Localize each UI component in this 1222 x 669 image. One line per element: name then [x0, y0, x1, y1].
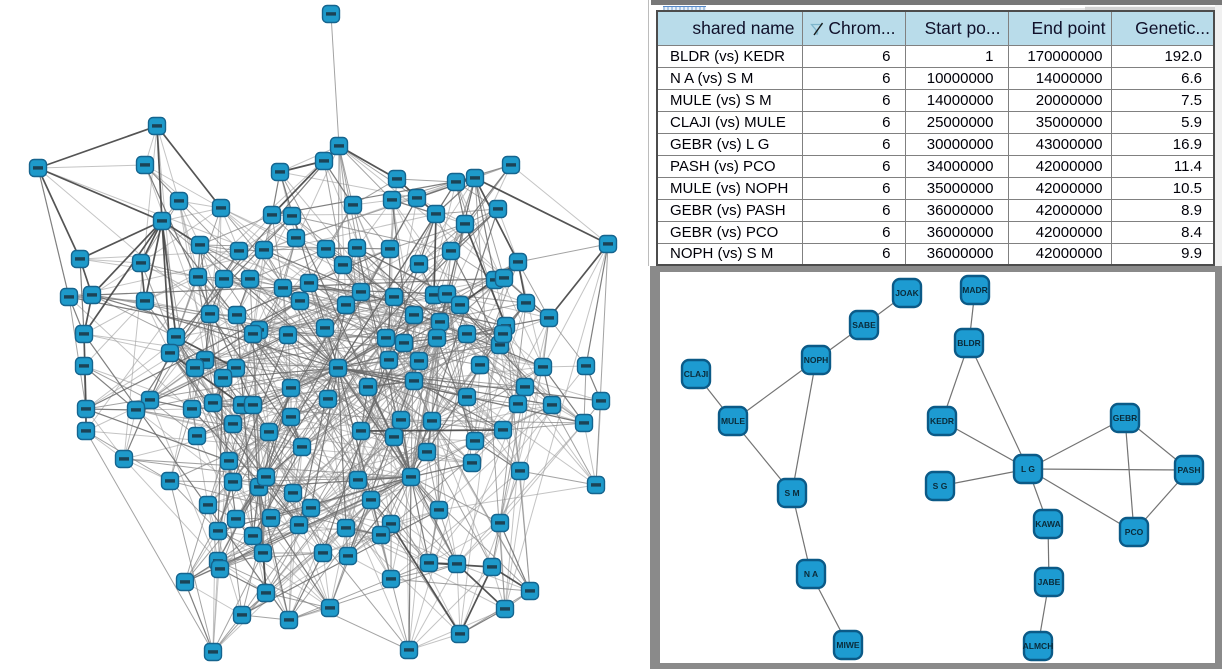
- svg-text:KEDR: KEDR: [930, 416, 954, 426]
- svg-text:S G: S G: [933, 481, 948, 491]
- svg-text:JOAK: JOAK: [895, 288, 919, 298]
- svg-text:BLDR: BLDR: [957, 338, 981, 348]
- svg-text:N A: N A: [804, 569, 818, 579]
- svg-text:JABE: JABE: [1038, 577, 1061, 587]
- svg-text:CLAJI: CLAJI: [684, 369, 709, 379]
- svg-text:PASH: PASH: [1178, 465, 1201, 475]
- svg-text:S M: S M: [784, 488, 799, 498]
- svg-text:NOPH: NOPH: [804, 355, 829, 365]
- svg-text:PCO: PCO: [1125, 527, 1144, 537]
- svg-text:SABE: SABE: [852, 320, 876, 330]
- svg-text:L G: L G: [1021, 464, 1035, 474]
- svg-text:MADR: MADR: [962, 285, 988, 295]
- svg-text:GEBR: GEBR: [1113, 413, 1138, 423]
- svg-text:MULE: MULE: [721, 416, 745, 426]
- svg-text:MIWE: MIWE: [836, 640, 859, 650]
- svg-text:ALMCH: ALMCH: [1023, 641, 1054, 651]
- svg-text:KAWA: KAWA: [1035, 519, 1061, 529]
